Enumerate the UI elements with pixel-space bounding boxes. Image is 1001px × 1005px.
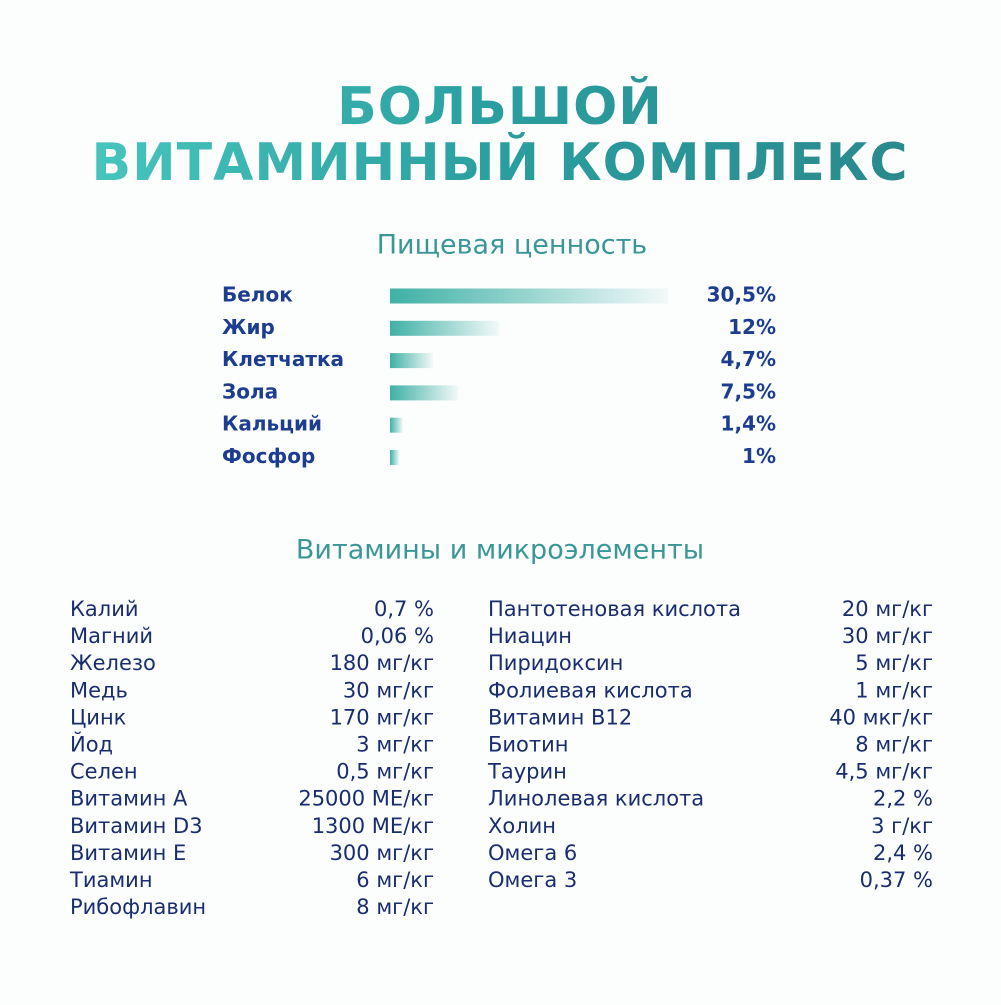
nutrient-name: Тиамин	[69, 868, 153, 892]
nutrient-name: Витамин А	[70, 787, 188, 811]
nutrient-name: Омега 3	[488, 868, 577, 892]
chart-title: Пищевая ценность	[377, 230, 647, 261]
nutrient-name: Калий	[70, 597, 139, 621]
nutrient-amount: 8 мг/кг	[356, 895, 434, 919]
bar-label: Белок	[222, 283, 293, 307]
value-label: 12%	[728, 315, 776, 339]
title-line: ВИТАМИННЫЙ КОМПЛЕКС	[91, 132, 908, 193]
nutrient-name: Биотин	[488, 733, 569, 757]
nutrient-name: Пантотеновая кислота	[488, 597, 741, 621]
nutrient-amount: 30 мг/кг	[343, 678, 434, 702]
nutrient-name: Витамин Е	[70, 841, 186, 865]
nutrient-amount: 170 мг/кг	[330, 705, 434, 729]
nutrient-amount: 2,4 %	[873, 841, 933, 865]
bar-label: Фосфор	[222, 444, 315, 468]
bar	[390, 288, 668, 304]
nutrient-amount: 6 мг/кг	[356, 868, 434, 892]
nutrient-name: Витамин В12	[488, 705, 632, 729]
nutrient-amount: 20 мг/кг	[842, 597, 933, 621]
nutrient-amount: 40 мкг/кг	[829, 705, 933, 729]
nutrient-amount: 30 мг/кг	[842, 624, 933, 648]
nutrient-amount: 0,37 %	[860, 868, 933, 892]
nutrient-amount: 180 мг/кг	[330, 651, 434, 675]
nutrient-name: Йод	[70, 732, 113, 757]
nutrient-amount: 4,5 мг/кг	[835, 760, 933, 784]
nutrient-name: Цинк	[70, 705, 126, 729]
nutrient-amount: 25000 МЕ/кг	[298, 787, 434, 811]
nutrient-amount: 5 мг/кг	[855, 651, 933, 675]
bar-label: Клетчатка	[222, 347, 344, 371]
nutrient-amount: 0,5 мг/кг	[336, 760, 434, 784]
nutrient-name: Пиридоксин	[488, 651, 623, 675]
nutrient-amount: 300 мг/кг	[330, 841, 434, 865]
nutrient-amount: 2,2 %	[873, 787, 933, 811]
bar	[390, 353, 433, 369]
nutrient-name: Ниацин	[488, 624, 572, 648]
nutrient-name: Рибофлавин	[70, 895, 206, 919]
nutrient-amount: 1300 МЕ/кг	[312, 814, 434, 838]
nutrient-amount: 8 мг/кг	[855, 733, 933, 757]
nutrient-name: Железо	[70, 651, 156, 675]
nutrient-amount: 3 г/кг	[871, 814, 933, 838]
bar-label: Жир	[222, 315, 275, 339]
bar	[390, 385, 459, 401]
bar	[390, 320, 500, 336]
bar-label: Кальций	[222, 412, 322, 436]
nutrient-name: Медь	[70, 678, 128, 702]
value-label: 4,7%	[721, 347, 776, 371]
nutrient-name: Линолевая кислота	[488, 787, 704, 811]
value-label: 1,4%	[721, 412, 776, 436]
nutrient-amount: 3 мг/кг	[356, 733, 434, 757]
section-title: Витамины и микроэлементы	[296, 535, 704, 566]
bar	[390, 417, 403, 433]
nutrient-name: Селен	[70, 760, 138, 784]
title-line: БОЛЬШОЙ	[337, 76, 663, 137]
nutrient-name: Магний	[70, 624, 153, 648]
bar	[390, 450, 400, 465]
value-label: 1%	[742, 444, 776, 468]
value-label: 30,5%	[707, 283, 776, 307]
value-label: 7,5%	[721, 379, 776, 403]
nutrient-name: Холин	[488, 814, 556, 838]
nutrient-amount: 0,06 %	[361, 624, 434, 648]
nutrient-amount: 1 мг/кг	[855, 678, 933, 702]
nutrient-name: Омега 6	[488, 841, 577, 865]
nutrient-name: Таурин	[487, 760, 567, 784]
bar-label: Зола	[222, 379, 278, 403]
nutrient-name: Фолиевая кислота	[488, 678, 693, 702]
nutrient-amount: 0,7 %	[374, 597, 434, 621]
nutrient-name: Витамин D3	[70, 814, 203, 838]
